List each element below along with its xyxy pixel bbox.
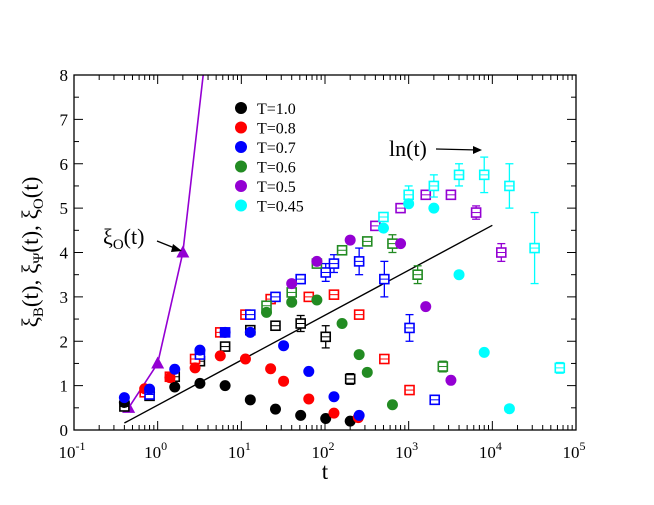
- filled-circle-T-0-8: [278, 375, 290, 387]
- filled-circle-T-0-7: [144, 383, 156, 395]
- y-tick-label: 6: [60, 155, 69, 174]
- plot-layer: [118, 74, 566, 427]
- legend-marker-T-0-45: [235, 199, 247, 212]
- y-tick-label: 4: [60, 244, 69, 263]
- y-tick-label: 8: [60, 66, 69, 85]
- x-tick-label: 101: [228, 439, 251, 462]
- legend-label-T-0-7: T=0.7: [257, 140, 296, 157]
- filled-circle-T-0-6: [386, 399, 398, 411]
- filled-circle-T-0-45: [428, 202, 440, 214]
- filled-circle-T-0-6: [311, 294, 323, 306]
- filled-circle-T-0-8: [214, 350, 226, 362]
- filled-circle-T-0-7: [353, 409, 365, 421]
- filled-circle-T-0-45: [503, 403, 515, 415]
- legend-label-T-0-8: T=0.8: [257, 121, 296, 138]
- y-tick-label: 1: [60, 377, 69, 396]
- ln-label: ln(t): [389, 136, 427, 161]
- filled-circle-T-0-7: [328, 391, 340, 403]
- filled-circle-T-1-0: [295, 409, 307, 421]
- filled-circle-T-0-5: [344, 234, 356, 246]
- filled-circle-T-0-8: [265, 363, 277, 375]
- filled-circle-T-0-8: [164, 372, 176, 384]
- x-tick-label: 104: [479, 439, 502, 462]
- legend-label-T-1-0: T=1.0: [257, 101, 296, 118]
- annotations: ln(t) ξO(t): [103, 136, 482, 253]
- ln-arrow: [435, 148, 479, 151]
- filled-circle-T-1-0: [194, 377, 206, 389]
- x-axis-title: t: [322, 459, 329, 484]
- x-tick-label: 105: [563, 439, 586, 462]
- legend-marker-T-0-5: [235, 180, 247, 192]
- legend-label-T-0-45: T=0.45: [257, 199, 304, 216]
- xio-arrow-head: [171, 244, 182, 252]
- xio-label: ξO(t): [103, 224, 144, 253]
- filled-circle-T-0-7: [303, 365, 315, 377]
- y-tick-label: 3: [60, 288, 69, 307]
- filled-circle-T-1-0: [269, 403, 281, 415]
- filled-circle-T-0-6: [286, 296, 298, 308]
- filled-circle-T-0-45: [377, 222, 389, 234]
- filled-circle-T-0-45: [403, 198, 415, 210]
- xi-o-triangle: [151, 356, 165, 369]
- legend-label-T-0-6: T=0.6: [257, 160, 296, 177]
- filled-circle-T-0-8: [303, 393, 315, 405]
- y-tick-label: 7: [60, 110, 69, 129]
- ln-arrow-head: [473, 146, 482, 154]
- xi-o-triangle: [176, 245, 190, 258]
- filled-circle-T-1-0: [169, 381, 181, 393]
- filled-circle-T-0-6: [261, 306, 273, 318]
- filled-circle-T-1-0: [219, 380, 231, 392]
- svg-text:ξB(t), ξΨ(t), ξO(t): ξB(t), ξΨ(t), ξO(t): [18, 177, 47, 328]
- filled-circle-T-0-6: [353, 349, 365, 361]
- xio-label-arg: (t): [124, 224, 145, 249]
- xio-label-sub: O: [113, 237, 124, 253]
- filled-circle-T-1-0: [320, 412, 332, 424]
- filled-circle-T-0-6: [361, 366, 373, 378]
- filled-circle-T-0-45: [453, 269, 465, 281]
- filled-circle-T-0-8: [189, 362, 201, 374]
- legend-marker-T-1-0: [235, 102, 247, 114]
- filled-circle-T-0-7: [169, 363, 181, 375]
- filled-circle-T-0-8: [328, 407, 340, 419]
- x-tick-label: 100: [144, 439, 167, 462]
- x-tick-label: 102: [312, 439, 335, 462]
- xio-label-xi: ξ: [103, 224, 113, 249]
- filled-circle-T-0-5: [445, 374, 457, 386]
- legend-marker-T-0-6: [235, 160, 247, 173]
- filled-circle-T-0-7: [278, 340, 290, 352]
- y-tick-label: 0: [60, 421, 69, 440]
- filled-circle-T-0-8: [239, 353, 251, 365]
- filled-circle-T-0-7: [194, 344, 206, 356]
- y-tick-label: 5: [60, 199, 69, 218]
- y-axis-title: ξB(t), ξΨ(t), ξO(t): [18, 177, 47, 328]
- filled-circle-T-0-5: [286, 278, 298, 290]
- ln-fit-line: [124, 224, 493, 424]
- filled-circle-T-0-5: [420, 301, 432, 313]
- filled-circle-T-0-7: [219, 326, 231, 338]
- legend-label-T-0-5: T=0.5: [257, 179, 296, 196]
- x-tick-label: 10-1: [59, 439, 86, 462]
- filled-circle-T-0-6: [336, 318, 348, 329]
- legend-marker-T-0-7: [235, 141, 247, 153]
- axis-layer: 10-1 100 101 102 103 104 105 0 1 2 3 4 5 6 7 8: [59, 66, 586, 462]
- filled-circle-T-1-0: [244, 394, 256, 406]
- legend: T=1.0 T=0.8 T=0.7 T=0.6 T=0.5 T=0.45: [235, 101, 304, 216]
- filled-circle-T-0-45: [478, 346, 490, 358]
- filled-circle-T-0-5: [395, 238, 407, 250]
- legend-marker-T-0-8: [235, 121, 247, 134]
- filled-circle-T-0-5: [311, 255, 323, 267]
- filled-circle-T-0-7: [118, 392, 130, 404]
- y-tick-label: 2: [60, 332, 69, 351]
- x-tick-label: 103: [395, 439, 418, 462]
- filled-circle-T-0-7: [244, 326, 256, 338]
